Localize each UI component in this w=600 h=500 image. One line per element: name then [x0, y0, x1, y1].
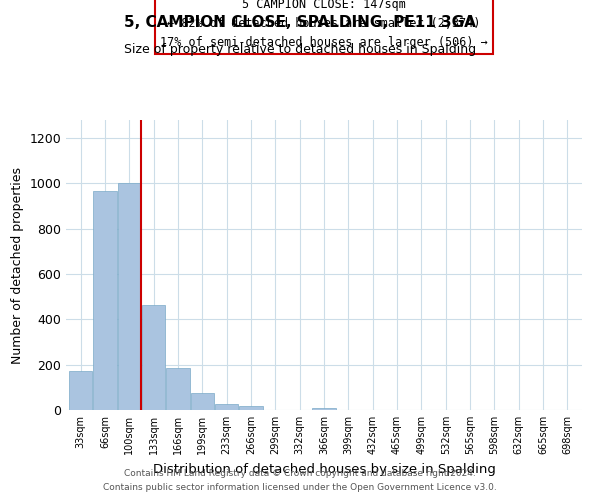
Bar	[94, 192, 116, 410]
Bar	[313, 408, 335, 410]
Bar	[142, 304, 165, 410]
X-axis label: Distribution of detached houses by size in Spalding: Distribution of detached houses by size …	[152, 462, 496, 475]
Bar	[118, 184, 141, 410]
Text: Size of property relative to detached houses in Spalding: Size of property relative to detached ho…	[124, 42, 476, 56]
Text: Contains HM Land Registry data © Crown copyright and database right 2024.: Contains HM Land Registry data © Crown c…	[124, 468, 476, 477]
Bar	[239, 406, 263, 410]
Text: Contains public sector information licensed under the Open Government Licence v3: Contains public sector information licen…	[103, 484, 497, 492]
Text: 5 CAMPION CLOSE: 147sqm
← 82% of detached houses are smaller (2,374)
17% of semi: 5 CAMPION CLOSE: 147sqm ← 82% of detache…	[160, 0, 488, 49]
Y-axis label: Number of detached properties: Number of detached properties	[11, 166, 24, 364]
Bar	[166, 368, 190, 410]
Bar	[191, 393, 214, 410]
Bar	[69, 372, 92, 410]
Bar	[215, 404, 238, 410]
Text: 5, CAMPION CLOSE, SPALDING, PE11 3GA: 5, CAMPION CLOSE, SPALDING, PE11 3GA	[124, 15, 476, 30]
